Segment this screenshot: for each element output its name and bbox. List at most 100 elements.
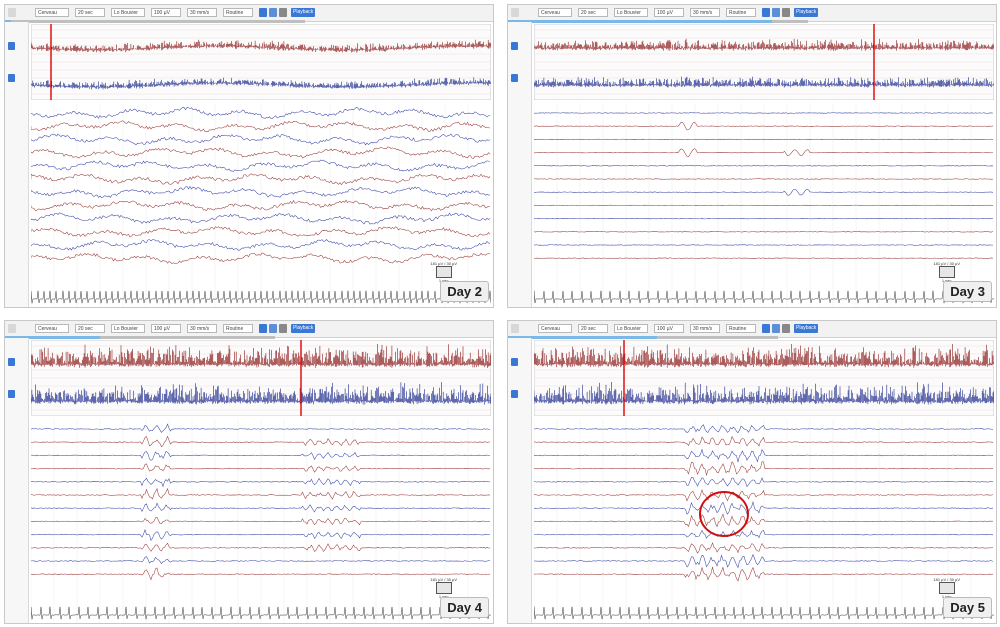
- playback-button[interactable]: Playback: [794, 324, 819, 333]
- eeg-channel-1: [31, 423, 491, 433]
- sensitivity-select[interactable]: 100 µV: [654, 324, 684, 333]
- stop-icon[interactable]: [269, 324, 277, 333]
- trend-upper: [31, 344, 491, 368]
- ecg-channel: [31, 290, 491, 304]
- mode-select[interactable]: Routine: [223, 8, 253, 17]
- duration-select[interactable]: 20 sec: [578, 324, 608, 333]
- stop-icon[interactable]: [269, 8, 277, 17]
- eeg-trace-view[interactable]: [534, 419, 994, 624]
- duration-select[interactable]: 20 sec: [578, 8, 608, 17]
- sensitivity-select[interactable]: 100 µV: [151, 8, 181, 17]
- eeg-channel-6: [31, 487, 491, 500]
- duration-select[interactable]: 20 sec: [75, 8, 105, 17]
- trend-toggle-button[interactable]: [511, 358, 518, 366]
- montage-select[interactable]: Cerveau: [538, 324, 572, 333]
- speed-select[interactable]: 30 mm/s: [690, 8, 720, 17]
- eeg-channel-7: [31, 502, 491, 513]
- eeg-channel-7: [534, 500, 994, 515]
- eeg-trace-view[interactable]: [31, 103, 491, 308]
- eeg-channel-5: [31, 159, 491, 172]
- sensitivity-select[interactable]: 100 µV: [654, 8, 684, 17]
- amplitude-scale: 181 µV / 30 µV: [933, 261, 960, 266]
- trend-upper: [31, 39, 491, 53]
- eeg-trace-view[interactable]: [31, 419, 491, 624]
- play-icon[interactable]: [259, 324, 267, 333]
- montage-select[interactable]: Cerveau: [538, 8, 572, 17]
- trend-toggle-button[interactable]: [511, 42, 518, 50]
- timeline-progress[interactable]: [508, 20, 808, 23]
- annotation-circle: [699, 491, 749, 537]
- trend-view[interactable]: [534, 340, 994, 416]
- playback-button[interactable]: Playback: [291, 324, 316, 333]
- filter-select[interactable]: Lo Bouvier: [614, 8, 648, 17]
- filter-select[interactable]: Lo Bouvier: [614, 324, 648, 333]
- scale-indicator: 181 µV / 30 µV 1 sec: [430, 261, 457, 283]
- toolbar: Cerveau 20 sec Lo Bouvier 100 µV 30 mm/s…: [508, 321, 996, 338]
- trend-view[interactable]: [534, 24, 994, 100]
- eeg-channel-8: [534, 513, 994, 528]
- montage-select[interactable]: Cerveau: [35, 8, 69, 17]
- eeg-channel-1: [534, 424, 994, 434]
- eeg-channel-11: [534, 244, 994, 246]
- timeline-progress[interactable]: [5, 336, 275, 339]
- speed-select[interactable]: 30 mm/s: [187, 8, 217, 17]
- playback-button[interactable]: Playback: [794, 8, 819, 17]
- gear-icon[interactable]: [782, 8, 790, 17]
- eeg-channel-12: [31, 252, 491, 265]
- menu-icon[interactable]: [511, 8, 519, 17]
- eeg-panel-3: Cerveau 20 sec Lo Bouvier 100 µV 30 mm/s…: [507, 4, 997, 308]
- montage-select[interactable]: Cerveau: [35, 324, 69, 333]
- ecg-channel: [534, 606, 994, 620]
- mode-select[interactable]: Routine: [726, 324, 756, 333]
- eeg-channel-5: [31, 477, 491, 488]
- eeg-channel-7: [534, 188, 994, 196]
- eeg-channel-5: [534, 165, 994, 167]
- gear-icon[interactable]: [279, 8, 287, 17]
- day-label: Day 2: [440, 281, 489, 302]
- time-scale: 1 sec: [933, 278, 960, 283]
- trend-toggle-button[interactable]: [8, 42, 15, 50]
- timeline-progress[interactable]: [5, 20, 305, 23]
- eeg-toggle-button[interactable]: [511, 74, 518, 82]
- mode-select[interactable]: Routine: [726, 8, 756, 17]
- eeg-toggle-button[interactable]: [8, 390, 15, 398]
- eeg-toggle-button[interactable]: [8, 74, 15, 82]
- eeg-trace-view[interactable]: [534, 103, 994, 308]
- scale-indicator: 181 µV / 30 µV 1 sec: [933, 261, 960, 283]
- gear-icon[interactable]: [782, 324, 790, 333]
- eeg-channel-2: [31, 120, 491, 133]
- eeg-channel-9: [534, 529, 994, 539]
- play-icon[interactable]: [259, 8, 267, 17]
- speed-select[interactable]: 30 mm/s: [690, 324, 720, 333]
- menu-icon[interactable]: [8, 8, 16, 17]
- ecg-channel: [31, 606, 491, 620]
- eeg-channel-3: [31, 451, 491, 461]
- eeg-channel-10: [534, 542, 994, 554]
- timeline-progress[interactable]: [508, 336, 778, 339]
- trend-view[interactable]: [31, 24, 491, 100]
- eeg-channel-9: [534, 218, 994, 220]
- menu-icon[interactable]: [511, 324, 519, 333]
- playback-button[interactable]: Playback: [291, 8, 316, 17]
- stop-icon[interactable]: [772, 324, 780, 333]
- eeg-channel-6: [534, 489, 994, 502]
- filter-select[interactable]: Lo Bouvier: [111, 324, 145, 333]
- sidebar: [5, 22, 29, 307]
- menu-icon[interactable]: [8, 324, 16, 333]
- stop-icon[interactable]: [772, 8, 780, 17]
- trend-toggle-button[interactable]: [8, 358, 15, 366]
- scale-indicator: 181 µV / 30 µV 1 sec: [430, 577, 457, 599]
- time-scale: 1 sec: [933, 594, 960, 599]
- mode-select[interactable]: Routine: [223, 324, 253, 333]
- duration-select[interactable]: 20 sec: [75, 324, 105, 333]
- play-icon[interactable]: [762, 8, 770, 17]
- play-icon[interactable]: [762, 324, 770, 333]
- eeg-toggle-button[interactable]: [511, 390, 518, 398]
- gear-icon[interactable]: [279, 324, 287, 333]
- filter-select[interactable]: Lo Bouvier: [111, 8, 145, 17]
- eeg-channel-12: [534, 257, 994, 259]
- trend-view[interactable]: [31, 340, 491, 416]
- sensitivity-select[interactable]: 100 µV: [151, 324, 181, 333]
- trend-lower: [31, 77, 491, 90]
- speed-select[interactable]: 30 mm/s: [187, 324, 217, 333]
